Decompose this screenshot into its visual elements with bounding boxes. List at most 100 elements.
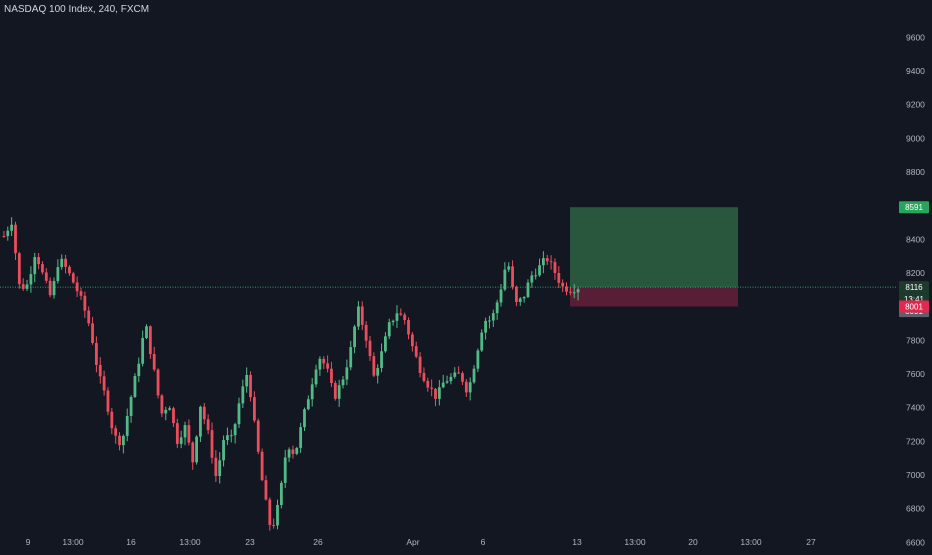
candle-body[interactable] <box>295 447 299 454</box>
candle-body[interactable] <box>572 292 576 294</box>
candle-body[interactable] <box>6 230 10 237</box>
candle-body[interactable] <box>549 261 553 263</box>
candle-body[interactable] <box>422 372 426 381</box>
candle-body[interactable] <box>337 385 341 399</box>
candle-body[interactable] <box>191 442 195 463</box>
candle-body[interactable] <box>434 388 437 399</box>
candle-body[interactable] <box>202 406 206 420</box>
candle-body[interactable] <box>314 369 318 385</box>
candle-body[interactable] <box>10 224 14 231</box>
candle-body[interactable] <box>95 342 98 365</box>
candle-body[interactable] <box>384 336 387 352</box>
candle-body[interactable] <box>426 380 430 388</box>
candle-body[interactable] <box>148 326 152 355</box>
candle-body[interactable] <box>264 480 268 500</box>
candle-body[interactable] <box>445 381 449 383</box>
candle-body[interactable] <box>252 397 256 421</box>
candle-body[interactable] <box>222 440 225 461</box>
candle-body[interactable] <box>260 451 264 481</box>
long-position-stop-zone[interactable] <box>570 287 738 307</box>
candle-body[interactable] <box>395 313 399 321</box>
candle-body[interactable] <box>44 272 48 281</box>
candle-body[interactable] <box>526 282 530 298</box>
candle-body[interactable] <box>511 266 514 288</box>
candle-body[interactable] <box>468 382 472 393</box>
candle-body[interactable] <box>25 284 29 289</box>
candle-body[interactable] <box>515 287 518 302</box>
candle-body[interactable] <box>534 275 538 277</box>
candle-body[interactable] <box>145 326 148 339</box>
candle-body[interactable] <box>364 324 368 341</box>
candle-body[interactable] <box>310 384 314 400</box>
candle-body[interactable] <box>21 284 25 289</box>
candle-body[interactable] <box>160 395 164 414</box>
candle-body[interactable] <box>449 376 453 382</box>
candle-body[interactable] <box>476 350 480 369</box>
candle-body[interactable] <box>102 376 106 391</box>
candle-body[interactable] <box>414 346 418 357</box>
candle-body[interactable] <box>545 258 549 262</box>
candle-body[interactable] <box>206 419 210 431</box>
candle-body[interactable] <box>391 320 395 323</box>
candle-body[interactable] <box>2 235 6 237</box>
candle-body[interactable] <box>152 354 156 370</box>
candle-body[interactable] <box>60 258 64 268</box>
candle-body[interactable] <box>195 436 198 463</box>
candle-body[interactable] <box>129 396 133 416</box>
candle-body[interactable] <box>568 291 572 293</box>
candle-body[interactable] <box>561 282 565 287</box>
candle-body[interactable] <box>156 369 160 396</box>
candle-body[interactable] <box>41 264 44 273</box>
candle-body[interactable] <box>87 310 91 324</box>
candle-body[interactable] <box>322 358 326 364</box>
candle-body[interactable] <box>299 427 303 448</box>
candle-body[interactable] <box>349 347 353 368</box>
candle-body[interactable] <box>279 482 283 505</box>
candle-body[interactable] <box>522 297 526 299</box>
candle-body[interactable] <box>110 411 114 429</box>
candle-body[interactable] <box>437 387 441 399</box>
candle-body[interactable] <box>183 425 187 438</box>
candle-body[interactable] <box>368 340 372 357</box>
candle-body[interactable] <box>461 373 464 382</box>
candle-body[interactable] <box>291 449 295 454</box>
candle-body[interactable] <box>125 415 129 436</box>
candle-body[interactable] <box>37 257 41 265</box>
candle-body[interactable] <box>118 435 121 446</box>
candle-body[interactable] <box>283 457 287 483</box>
candle-body[interactable] <box>326 363 330 369</box>
candle-body[interactable] <box>303 409 306 428</box>
candle-body[interactable] <box>256 420 260 452</box>
candle-body[interactable] <box>229 435 233 437</box>
candle-body[interactable] <box>175 423 179 444</box>
candle-body[interactable] <box>495 302 499 314</box>
candle-body[interactable] <box>345 367 349 380</box>
candle-body[interactable] <box>71 273 75 283</box>
candle-body[interactable] <box>75 282 79 292</box>
candle-body[interactable] <box>341 379 345 386</box>
candle-body[interactable] <box>491 313 495 321</box>
candle-body[interactable] <box>218 460 222 477</box>
candle-body[interactable] <box>360 306 364 325</box>
candle-body[interactable] <box>268 499 272 525</box>
candle-body[interactable] <box>488 320 491 322</box>
candle-body[interactable] <box>518 298 522 302</box>
candle-body[interactable] <box>407 320 410 335</box>
long-position-profit-zone[interactable] <box>570 207 738 288</box>
candle-body[interactable] <box>464 381 468 393</box>
candle-body[interactable] <box>141 338 145 364</box>
candle-body[interactable] <box>353 326 356 348</box>
candle-body[interactable] <box>137 363 141 377</box>
candle-body[interactable] <box>52 281 56 296</box>
candle-body[interactable] <box>507 266 511 270</box>
candle-body[interactable] <box>91 323 94 343</box>
candle-body[interactable] <box>168 408 172 410</box>
candle-body[interactable] <box>306 399 310 410</box>
candle-body[interactable] <box>272 524 276 526</box>
candle-body[interactable] <box>318 358 322 370</box>
candle-body[interactable] <box>387 322 391 337</box>
candle-body[interactable] <box>399 313 403 315</box>
candle-body[interactable] <box>233 424 237 436</box>
candle-body[interactable] <box>64 258 67 267</box>
